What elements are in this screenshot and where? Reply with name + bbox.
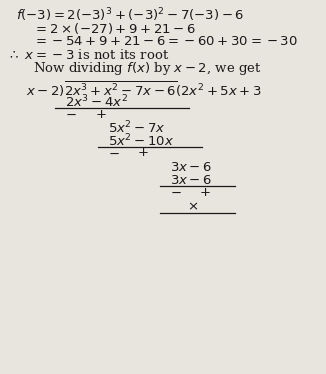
Text: $-$: $-$ <box>65 108 77 120</box>
Text: $\times$: $\times$ <box>187 200 199 213</box>
Text: $= 2 \times (-27) + 9 + 21 - 6$: $= 2 \times (-27) + 9 + 21 - 6$ <box>33 21 196 36</box>
Text: $+$: $+$ <box>137 147 149 159</box>
Text: $5x^2 - 7x$: $5x^2 - 7x$ <box>108 120 165 136</box>
Text: $x - 2)\overline{2x^3 + x^2 - 7x - 6}(2x^2 + 5x + 3$: $x - 2)\overline{2x^3 + x^2 - 7x - 6}(2x… <box>26 79 262 99</box>
Text: $= -54 + 9 + 21 - 6 = -60 + 30 = -30$: $= -54 + 9 + 21 - 6 = -60 + 30 = -30$ <box>33 35 298 47</box>
Text: $-$: $-$ <box>170 186 181 199</box>
Text: $5x^2 - 10x$: $5x^2 - 10x$ <box>108 133 174 149</box>
Text: $+$: $+$ <box>199 186 211 199</box>
Text: Now dividing $f(x)$ by $x - 2$, we get: Now dividing $f(x)$ by $x - 2$, we get <box>33 60 261 77</box>
Text: $\therefore\ x = -3$ is not its root: $\therefore\ x = -3$ is not its root <box>7 48 169 62</box>
Text: $+$: $+$ <box>95 108 106 120</box>
Text: $3x - 6$: $3x - 6$ <box>170 174 212 187</box>
Text: $2x^3 - 4x^2$: $2x^3 - 4x^2$ <box>65 94 128 110</box>
Text: $-$: $-$ <box>108 147 119 159</box>
Text: $3x - 6$: $3x - 6$ <box>170 161 212 174</box>
Text: $f(-3) = 2(-3)^3 + (-3)^2 - 7(-3) - 6$: $f(-3) = 2(-3)^3 + (-3)^2 - 7(-3) - 6$ <box>16 6 244 24</box>
